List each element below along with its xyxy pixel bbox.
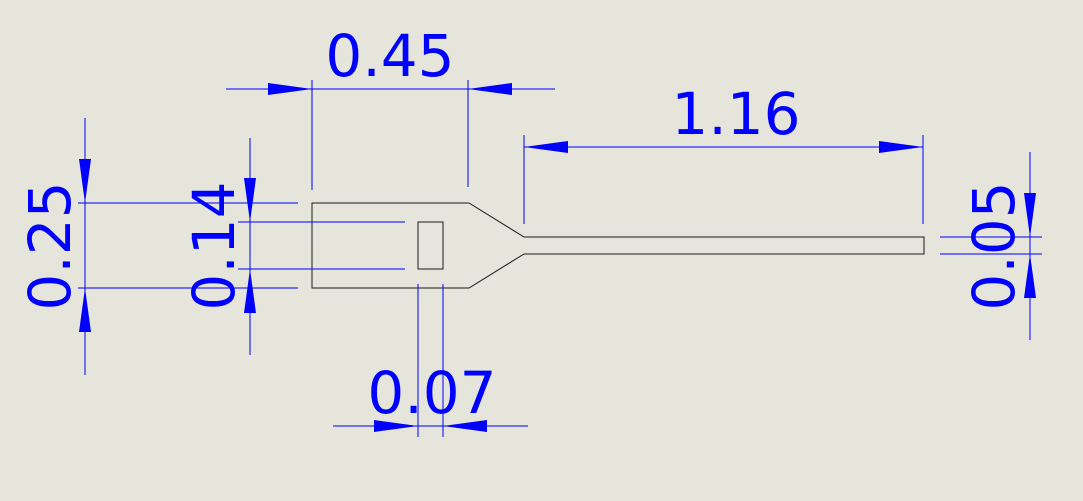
arrow-head <box>79 288 91 332</box>
arrow-head <box>244 269 256 313</box>
dimension-label-slot-width: 0.07 <box>367 359 496 427</box>
probe-profile <box>311 202 925 289</box>
arrow-head <box>524 141 568 153</box>
dimension-label-head-length: 0.45 <box>325 22 454 90</box>
part-outline <box>311 202 925 289</box>
dimension-head-length: 0.45 <box>226 22 555 190</box>
dimension-slot-width: 0.07 <box>333 284 528 437</box>
arrow-head <box>374 420 418 432</box>
arrow-head <box>268 83 312 95</box>
slot-rectangle <box>417 221 444 270</box>
dimension-tip-length: 1.16 <box>523 80 924 224</box>
dimension-head-width: 0.25 <box>16 118 298 375</box>
arrow-head <box>1024 193 1036 237</box>
arrow-head <box>443 420 487 432</box>
dimension-slot-height: 0.14 <box>180 138 405 355</box>
dimension-label-head-width: 0.25 <box>16 181 84 310</box>
arrow-head <box>244 178 256 222</box>
arrow-head <box>1024 254 1036 298</box>
dimension-label-tip-width: 0.05 <box>960 181 1028 310</box>
dimension-label-slot-height: 0.14 <box>180 181 248 310</box>
arrow-head <box>879 141 923 153</box>
dimension-tip-width: 0.05 <box>940 152 1042 340</box>
arrow-head <box>468 83 512 95</box>
dimension-label-tip-length: 1.16 <box>671 80 800 148</box>
arrow-head <box>79 159 91 203</box>
